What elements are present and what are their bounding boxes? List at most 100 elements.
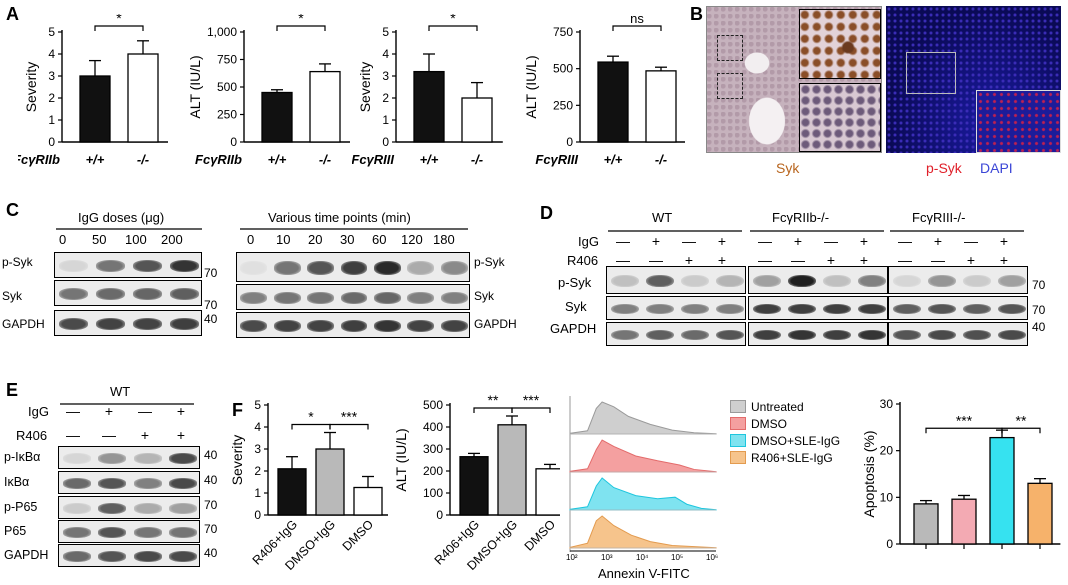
d-group-label: FcγRIIb-/- [772,210,830,225]
time-label: 10 [276,232,291,247]
sig-bracket [1001,427,1041,434]
c-blot-gapdh-times [236,312,470,338]
c-row-syk-right: Syk [474,289,495,303]
y-tick-label: 20 [880,444,894,458]
x-category-label: -/- [319,152,331,167]
y-tick-label: 500 [217,80,237,94]
bar [413,70,445,143]
e-r406-sign: — [66,427,80,443]
flow-histogram [569,515,717,549]
y-axis-label: ALT (IU/L) [187,55,203,118]
ihc-image [706,6,882,153]
e-row-label: p-P65 [4,500,38,514]
d-igg-sign: — [616,233,630,249]
band [133,478,162,489]
band [787,274,816,288]
e-mw-label: 40 [204,448,218,462]
band [307,292,334,304]
c-row-gapdh-right: GAPDH [474,317,517,331]
panel-letter-f: F [232,400,243,420]
band [98,478,127,489]
d-blot-syk [748,296,888,320]
flow-histogram [569,439,717,473]
bar [277,468,307,516]
band [892,303,921,315]
band [58,318,89,330]
band [997,274,1026,288]
d-blot-gapdh [748,322,888,346]
c-row-gapdh: GAPDH [2,317,45,331]
d-blot-gapdh [888,322,1028,346]
d-igg-sign: + [999,233,1009,249]
band [822,303,851,315]
band [407,261,435,275]
d-blot-syk [888,296,1028,320]
e-igg-sign: + [176,403,186,419]
band [98,503,127,514]
flow-xlabel: Annexin V-FITC [598,566,690,581]
y-tick-label: 1 [254,486,261,500]
band [169,318,200,330]
y-tick-label: 30 [880,397,894,411]
d-group-label: WT [652,210,673,225]
band [340,261,368,275]
band [752,329,781,341]
y-tick-label: 500 [553,62,573,76]
c-row-psyk: p-Syk [2,255,33,269]
y-tick-label: 4 [382,47,389,61]
y-tick-label: 100 [423,486,443,500]
e-mw-label: 40 [204,473,218,487]
bar [459,456,489,516]
band [645,274,674,288]
y-axis-label: Severity [229,435,245,486]
chart-a1-severity: 0 1 2 3 4 5 Severity +/+ -/- FcγRIIb * [18,14,168,167]
band [374,261,401,275]
flow-svg [569,396,717,552]
d-igg-label: IgG [578,234,599,249]
d-r406-sign: + [999,252,1009,268]
e-mw-label: 40 [204,546,218,560]
d-group-label: FcγRIII-/- [912,210,966,225]
band [62,551,91,562]
band [273,292,301,304]
band [58,288,89,300]
sig-label: ** [1016,412,1027,428]
band [133,453,162,464]
sig-label: *** [523,395,540,408]
bar [461,97,493,143]
bar [1027,482,1053,545]
d-igg-sign: — [682,233,696,249]
legend-item: DMSO+SLE-IgG [730,432,840,450]
d-row-syk: Syk [565,299,587,314]
band [133,527,162,538]
e-r406-label: R406 [16,428,48,443]
group-label: FcγRIII [352,152,394,167]
band [169,527,198,538]
band [273,320,301,332]
band [62,527,91,538]
e-igg-sign: — [138,403,152,419]
band [133,551,162,562]
band [787,329,816,341]
d-igg-sign: + [793,233,803,249]
band [307,320,334,332]
group-label: FcγRIIb [18,152,60,167]
d-row-psyk: p-Syk [558,275,592,290]
e-row-label: P65 [4,524,27,538]
sig-label: *** [956,412,973,428]
band [997,329,1026,341]
x-category-label: -/- [655,152,667,167]
e-blot [58,471,200,494]
y-axis-label: ALT (IU/L) [393,428,409,491]
y-tick-label: 10 [880,490,894,504]
bar [497,424,527,516]
e-row-label: IκBα [4,475,30,489]
y-tick-label: 400 [423,420,443,434]
y-tick-label: 3 [254,442,261,456]
bar [79,75,111,143]
legend-label: Untreated [751,399,804,414]
band [95,260,126,272]
band [374,292,401,304]
e-r406-sign: + [140,427,150,443]
